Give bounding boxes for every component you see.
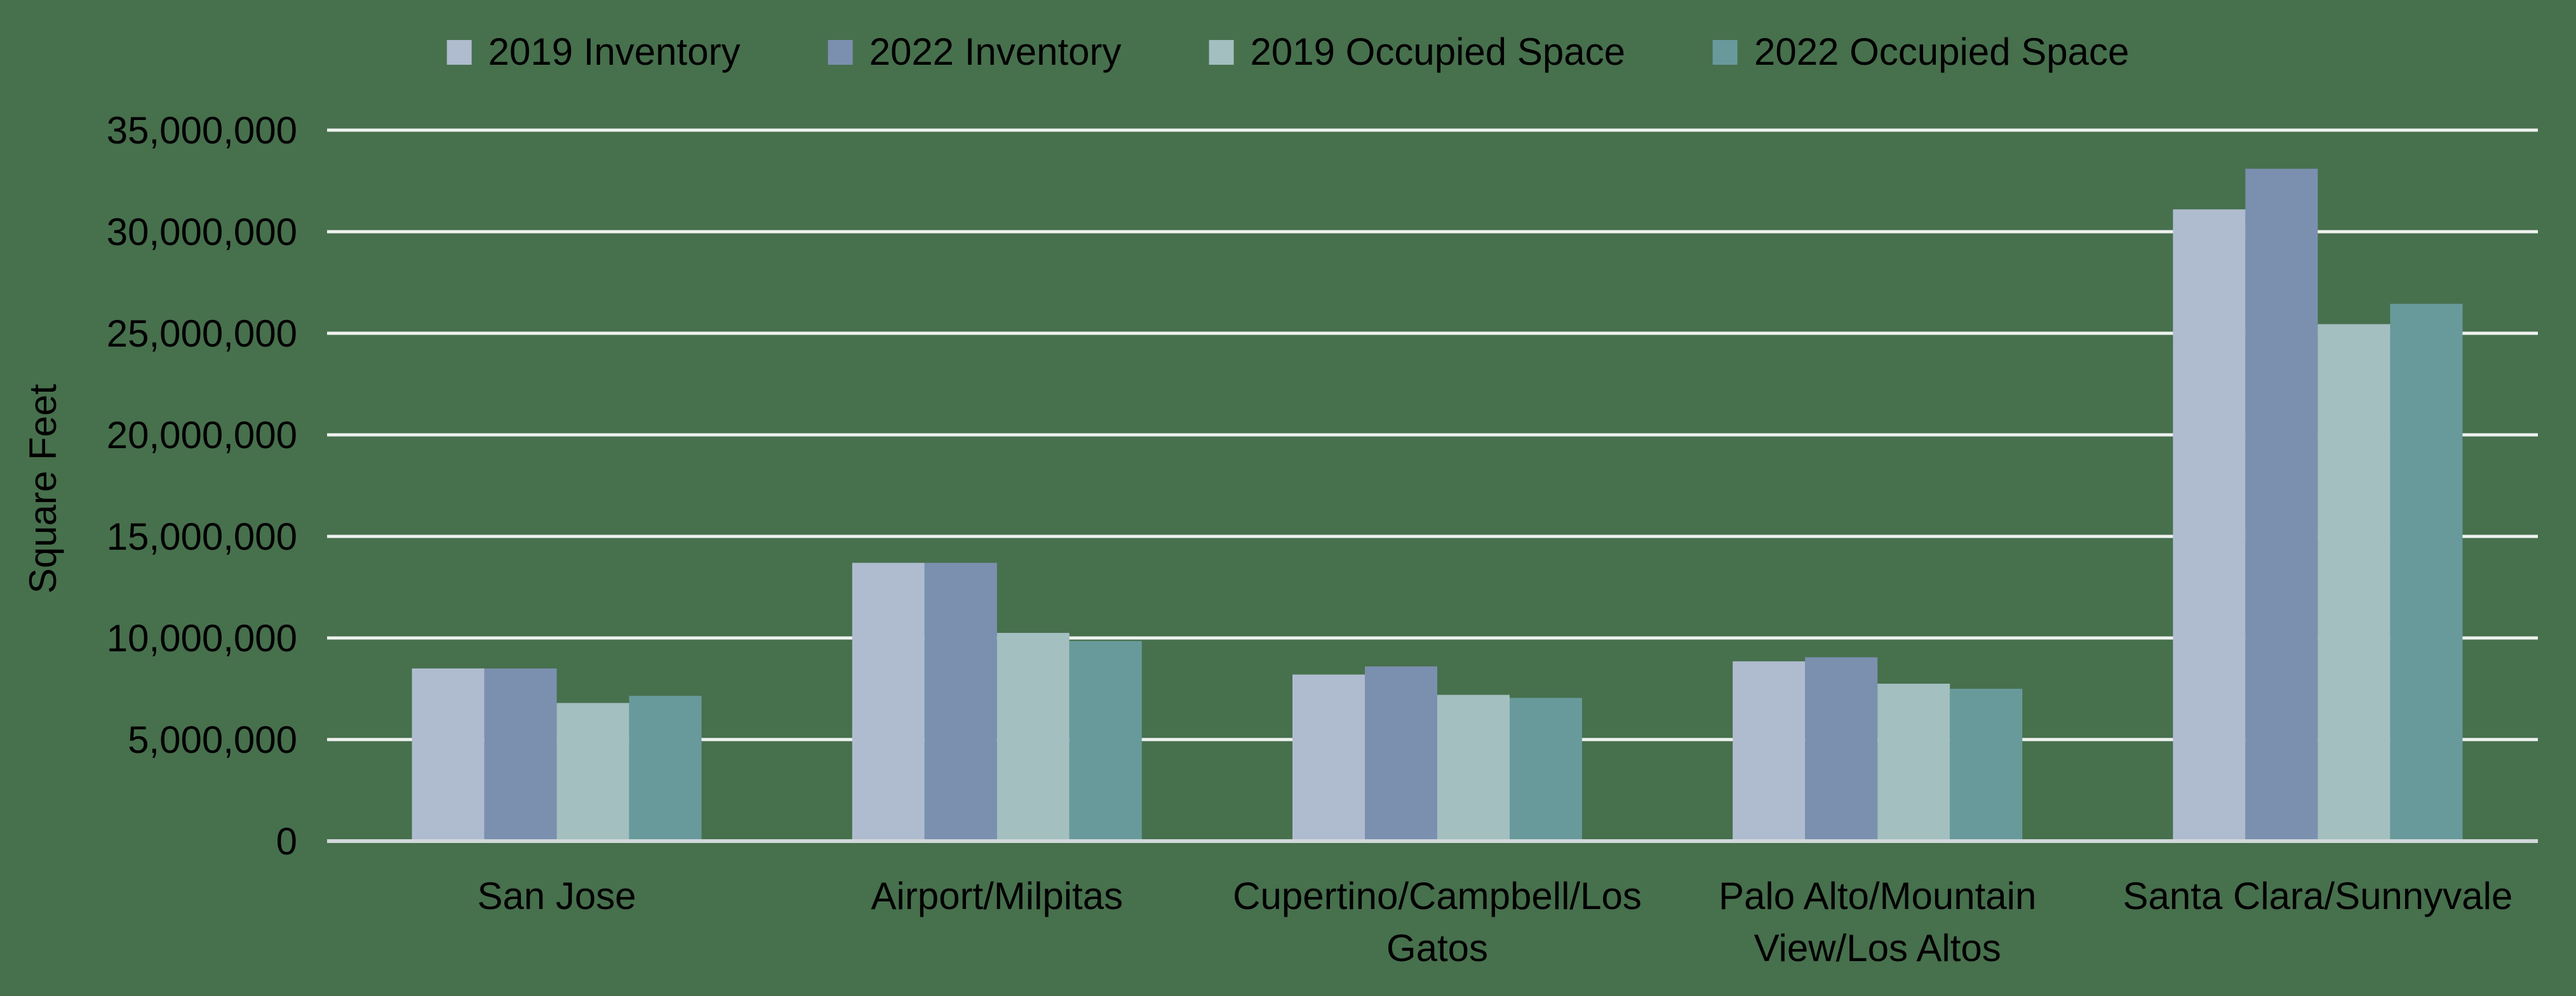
y-tick-label: 5,000,000 bbox=[128, 719, 297, 761]
bar bbox=[2245, 168, 2318, 841]
y-tick-label: 10,000,000 bbox=[107, 617, 297, 660]
y-tick-label: 25,000,000 bbox=[107, 312, 297, 355]
legend-swatch-2022-inventory bbox=[828, 39, 853, 65]
legend-item-2019-inventory: 2019 Inventory bbox=[446, 30, 741, 73]
bar bbox=[1292, 674, 1365, 841]
y-tick-label: 30,000,000 bbox=[107, 211, 297, 253]
legend-swatch-2019-inventory bbox=[446, 39, 472, 65]
x-category-label: Airport/Milpitas bbox=[871, 875, 1123, 917]
y-tick-label: 15,000,000 bbox=[107, 515, 297, 558]
bar bbox=[924, 562, 997, 841]
bar bbox=[484, 668, 557, 841]
x-category-label: San Jose bbox=[478, 875, 636, 917]
y-tick-label: 0 bbox=[276, 820, 297, 863]
legend-item-2022-occupied-space: 2022 Occupied Space bbox=[1712, 30, 2130, 73]
bar bbox=[1733, 661, 1806, 841]
bar bbox=[1069, 641, 1142, 841]
bar bbox=[1437, 694, 1510, 841]
bar bbox=[1510, 698, 1582, 841]
bar bbox=[1805, 657, 1878, 841]
y-tick-label: 20,000,000 bbox=[107, 414, 297, 456]
x-category-label: Cupertino/Campbell/Los Gatos bbox=[1233, 875, 1642, 969]
legend-label-2022-inventory: 2022 Inventory bbox=[869, 30, 1122, 73]
bar bbox=[852, 562, 925, 841]
legend-label-2019-inventory: 2019 Inventory bbox=[488, 30, 741, 73]
bar bbox=[2173, 209, 2246, 841]
bar bbox=[1365, 666, 1437, 841]
x-category-label: Palo Alto/Mountain View/Los Altos bbox=[1719, 875, 2036, 969]
bar bbox=[2318, 324, 2391, 842]
legend-item-2022-inventory: 2022 Inventory bbox=[828, 33, 1122, 71]
legend-swatch-2019-occupied-space bbox=[1209, 39, 1234, 65]
bar bbox=[996, 633, 1070, 841]
bar bbox=[412, 668, 485, 841]
bar bbox=[1877, 684, 1950, 841]
y-tick-label: 35,000,000 bbox=[107, 109, 297, 152]
bar bbox=[1950, 689, 2023, 841]
legend-label-2019-occupied-space: 2019 Occupied Space bbox=[1250, 30, 1625, 73]
legend-item-2019-occupied-space: 2019 Occupied Space bbox=[1209, 33, 1625, 71]
bar bbox=[2390, 303, 2463, 842]
legend-swatch-2022-occupied-space bbox=[1712, 39, 1738, 65]
bar bbox=[629, 696, 702, 841]
chart-legend: 2019 Inventory 2022 Inventory 2019 Occup… bbox=[446, 30, 2130, 73]
x-category-label: Santa Clara/Sunnyvale bbox=[2123, 875, 2513, 917]
legend-label-2022-occupied-space: 2022 Occupied Space bbox=[1754, 30, 2130, 73]
y-axis-title: Square Feet bbox=[22, 384, 64, 594]
bar bbox=[556, 703, 629, 841]
